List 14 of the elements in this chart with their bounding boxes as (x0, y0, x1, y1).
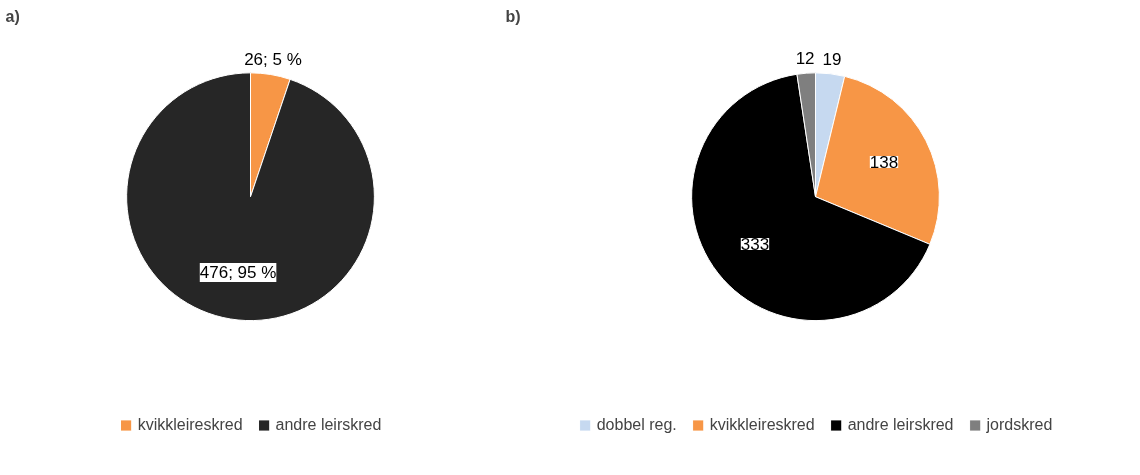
legend-label: kvikkleireskred (137, 416, 243, 434)
legend-label: andre leirskred (275, 416, 382, 434)
data-label: 138 (869, 153, 899, 172)
data-label: 333 (740, 235, 770, 255)
legend-label: kvikkleireskred (709, 416, 815, 434)
legend-label: dobbel reg. (596, 416, 677, 434)
data-label: 26; 5 % (244, 50, 302, 70)
legend-label: jordskred (986, 416, 1053, 434)
data-label: 19 (822, 49, 842, 69)
legend-label: andre leirskred (847, 416, 954, 434)
data-label: 476; 95 % (199, 263, 277, 283)
data-label: 12 (795, 49, 815, 69)
chart-title: a) (5, 7, 20, 25)
chart-title: b) (505, 7, 521, 25)
